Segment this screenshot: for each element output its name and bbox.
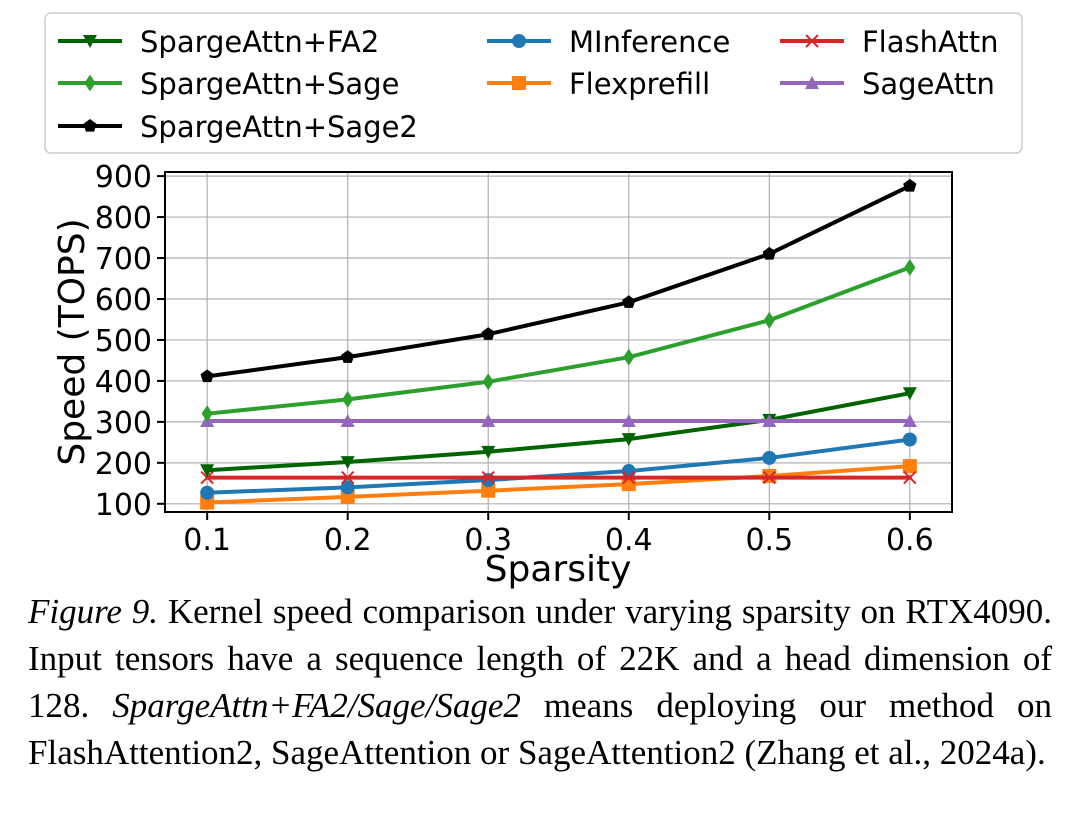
- data-point-minference: [481, 473, 496, 488]
- legend-entry-spargeattn-sage: SpargeAttn+Sage: [58, 67, 399, 101]
- legend-entry-sageattn: SageAttn: [780, 67, 995, 101]
- data-point-spargeattn-sage2: [762, 246, 776, 260]
- legend-entry-flexprefill: Flexprefill: [487, 67, 710, 101]
- y-tick-label: 100: [95, 488, 152, 523]
- data-point-minference: [902, 432, 917, 447]
- y-tick-label: 300: [95, 406, 152, 441]
- data-point-flashattn: [762, 470, 777, 485]
- x-tick-label: 0.3: [464, 523, 512, 558]
- y-tick-label: 900: [95, 160, 152, 195]
- legend-marker-spargeattn-sage: [84, 74, 96, 92]
- y-tick-label: 200: [95, 447, 152, 482]
- caption-label: Figure 9.: [28, 592, 159, 631]
- legend-label-spargeattn-sage: SpargeAttn+Sage: [140, 67, 399, 101]
- legend-entry-flashattn: FlashAttn: [780, 25, 998, 59]
- x-tick-label: 0.4: [605, 523, 653, 558]
- data-point-flexprefill: [200, 495, 215, 510]
- data-point-spargeattn-sage2: [622, 295, 636, 308]
- data-point-spargeattn-fa2: [481, 445, 496, 459]
- series-line-minference: [205, 437, 912, 495]
- legend-label-flashattn: FlashAttn: [862, 25, 998, 59]
- x-tick-label: 0.5: [745, 523, 793, 558]
- y-tick-label: 600: [95, 283, 152, 318]
- legend-marker-minference: [512, 34, 526, 48]
- data-point-spargeattn-fa2: [621, 433, 636, 447]
- series-lines: [200, 178, 917, 510]
- legend-marker-flashattn: [805, 34, 819, 48]
- data-point-spargeattn-fa2: [340, 456, 355, 470]
- plot-area-frame: [164, 171, 953, 513]
- series-spargeattn-fa2: [200, 387, 917, 478]
- series-line-flexprefill: [205, 464, 912, 505]
- data-point-flexprefill: [902, 459, 917, 474]
- y-tick-label: 700: [95, 242, 152, 277]
- data-point-flashattn: [481, 470, 495, 485]
- legend-label-sageattn: SageAttn: [862, 67, 995, 101]
- data-point-spargeattn-sage: [482, 373, 494, 391]
- figure-caption: Figure 9. Kernel speed comparison under …: [28, 588, 1052, 776]
- data-point-spargeattn-sage: [763, 311, 775, 329]
- data-point-sageattn: [902, 414, 917, 428]
- data-point-spargeattn-sage2: [481, 327, 495, 340]
- caption-methods: SpargeAttn+FA2/Sage/Sage2: [112, 686, 521, 725]
- data-point-spargeattn-fa2: [200, 464, 215, 478]
- legend-marker-sageattn: [805, 76, 819, 89]
- data-point-sageattn: [481, 414, 496, 428]
- data-point-spargeattn-sage: [904, 259, 916, 276]
- legend-label-flexprefill: Flexprefill: [569, 67, 710, 101]
- legend: SpargeAttn+FA2 MInference FlashAttn SpargeA…: [44, 12, 1023, 154]
- legend-entries: SpargeAttn+FA2 MInference FlashAttn SpargeA…: [58, 25, 998, 144]
- data-point-minference: [340, 480, 355, 495]
- series-spargeattn-sage2: [200, 178, 917, 383]
- x-tick-label: 0.1: [183, 523, 231, 558]
- data-point-spargeattn-fa2: [902, 387, 917, 401]
- data-point-spargeattn-sage: [201, 405, 213, 423]
- caption-text-part2: means deploying our method on FlashAtten…: [28, 686, 1052, 772]
- legend-marker-flexprefill: [512, 76, 526, 90]
- series-sageattn: [200, 414, 917, 428]
- data-point-sageattn: [621, 414, 636, 428]
- data-point-minference: [200, 485, 215, 500]
- series-flashattn: [200, 470, 917, 485]
- x-tick-label: 0.2: [324, 523, 372, 558]
- legend-label-spargeattn-sage2: SpargeAttn+Sage2: [140, 110, 418, 144]
- series-line-spargeattn-sage2: [205, 183, 912, 379]
- legend-label-minference: MInference: [569, 25, 730, 59]
- legend-label-spargeattn-fa2: SpargeAttn+FA2: [140, 25, 379, 59]
- data-point-flashattn: [903, 470, 917, 485]
- legend-entry-minference: MInference: [487, 25, 730, 59]
- x-axis-label: Sparsity: [485, 549, 632, 590]
- legend-entry-spargeattn-sage2: SpargeAttn+Sage2: [58, 110, 418, 144]
- data-point-spargeattn-sage2: [200, 369, 214, 383]
- data-point-flashattn: [340, 470, 355, 485]
- legend-entry-spargeattn-fa2: SpargeAttn+FA2: [58, 25, 379, 59]
- axis-ticks: 100 200 300 400 500 600 700 800 900 0.1 0.2 0.3 0.4 0…: [95, 160, 934, 558]
- data-point-flashattn: [622, 470, 636, 485]
- y-tick-label: 800: [95, 201, 152, 236]
- data-point-flexprefill: [481, 483, 496, 498]
- caption-text-part1: Kernel speed comparison under varying sp…: [28, 592, 1052, 725]
- y-tick-label: 400: [95, 365, 152, 400]
- data-point-sageattn: [762, 414, 777, 428]
- series-flexprefill: [200, 459, 917, 510]
- data-point-spargeattn-sage2: [903, 178, 917, 192]
- data-point-flashattn: [200, 470, 214, 485]
- x-tick-label: 0.6: [886, 523, 934, 558]
- data-point-spargeattn-sage: [342, 390, 354, 408]
- series-spargeattn-sage: [201, 259, 916, 423]
- series-line-spargeattn-fa2: [205, 391, 912, 473]
- y-axis-label: Speed (TOPS): [52, 218, 93, 465]
- y-tick-label: 500: [95, 324, 152, 359]
- legend-marker-spargeattn-sage2: [83, 119, 97, 132]
- series-line-spargeattn-sage: [205, 265, 912, 416]
- data-point-spargeattn-sage: [623, 348, 635, 366]
- data-point-sageattn: [340, 414, 355, 428]
- data-point-spargeattn-sage2: [341, 350, 355, 363]
- line-chart: 100 200 300 400 500 600 700 800 900 0.1 0.2 0.3 0.4 0…: [44, 12, 1023, 590]
- legend-marker-spargeattn-fa2: [83, 35, 97, 48]
- data-point-minference: [762, 450, 777, 465]
